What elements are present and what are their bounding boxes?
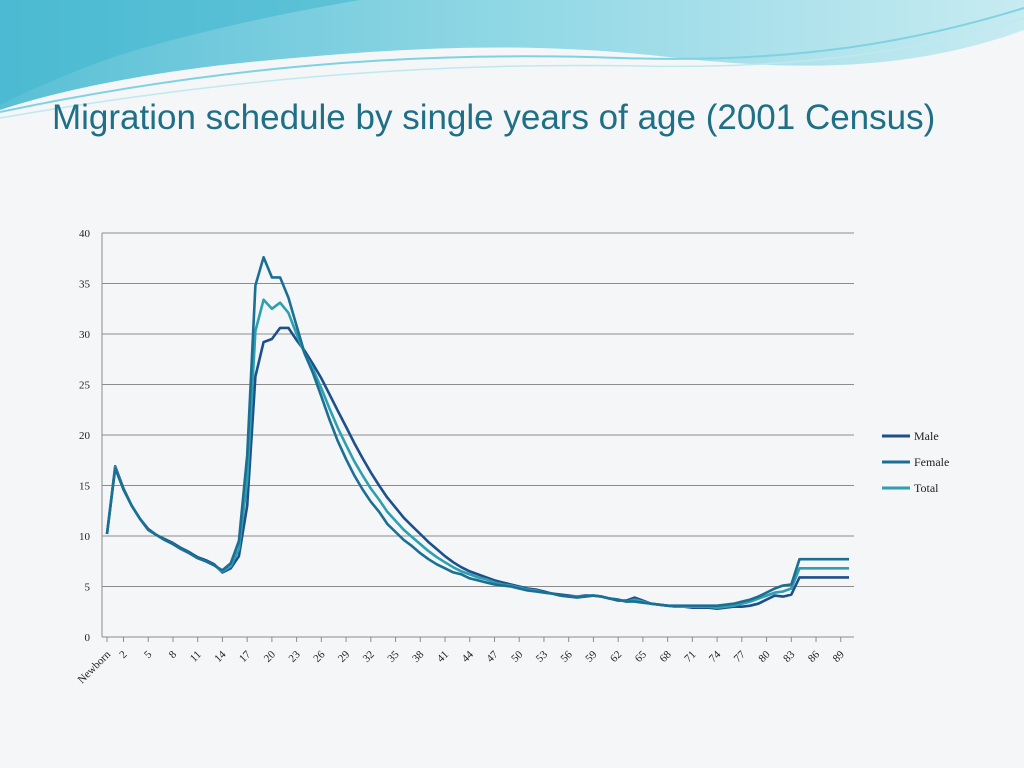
x-tick-label: 47 (484, 648, 501, 665)
y-tick-label: 5 (85, 582, 91, 594)
y-tick-label: 20 (79, 430, 91, 442)
x-tick-label: 2 (117, 649, 129, 661)
x-tick-label: 68 (657, 648, 674, 665)
x-tick-label: 77 (732, 648, 749, 665)
x-tick-label: 8 (167, 648, 180, 661)
x-tick-label: 38 (410, 648, 427, 665)
x-tick-label: 65 (633, 648, 650, 665)
x-tick-label: 32 (361, 649, 377, 665)
x-tick-label: 11 (188, 649, 204, 665)
y-tick-label: 35 (79, 279, 91, 291)
x-tick-label: 83 (781, 648, 798, 665)
legend-label-male: Male (914, 429, 939, 443)
y-tick-label: 40 (79, 228, 91, 240)
y-tick-label: 30 (79, 329, 91, 341)
x-tick-label: 44 (460, 648, 477, 665)
x-tick-label: 14 (212, 648, 229, 665)
x-tick-labels: Newborn 2 5 8 11 14 17 20 23 26 29 32 35 38 41 44 47 50 53… (76, 637, 848, 686)
x-tick-label: 74 (707, 648, 724, 665)
x-tick-label: 29 (336, 648, 353, 665)
y-tick-label: 10 (79, 531, 91, 543)
x-tick-label: 17 (237, 648, 254, 665)
x-tick-label: 71 (682, 649, 698, 665)
x-tick-label: 80 (756, 648, 773, 665)
x-tick-label: 41 (435, 649, 451, 665)
x-tick-label: 53 (534, 648, 551, 665)
x-tick-label: 20 (262, 648, 279, 665)
x-tick-label: 59 (583, 648, 600, 665)
legend-label-total: Total (914, 481, 939, 495)
y-tick-label: 0 (85, 632, 91, 644)
y-tick-labels: 0 5 10 15 20 25 30 35 40 (79, 228, 91, 644)
x-tick-label: 50 (509, 648, 526, 665)
gridlines (102, 232, 854, 638)
x-tick-label: Newborn (76, 648, 114, 686)
series-line-female (105, 255, 849, 607)
series-lines (105, 255, 849, 610)
y-tick-label: 15 (79, 481, 91, 493)
x-tick-label: 86 (806, 648, 823, 665)
x-tick-label: 89 (831, 648, 848, 665)
x-tick-label: 56 (559, 648, 576, 665)
legend-label-female: Female (914, 455, 949, 469)
slide-title: Migration schedule by single years of ag… (52, 98, 936, 137)
series-line-total (105, 298, 849, 609)
x-tick-label: 62 (608, 649, 624, 665)
header-swoosh-decoration (0, 0, 1024, 119)
x-tick-label: 35 (385, 648, 402, 665)
x-tick-label: 23 (286, 648, 303, 665)
y-tick-label: 25 (79, 380, 91, 392)
x-tick-label: 5 (142, 648, 155, 661)
x-tick-label: 26 (311, 648, 328, 665)
chart-legend: Male Female Total (882, 429, 949, 495)
